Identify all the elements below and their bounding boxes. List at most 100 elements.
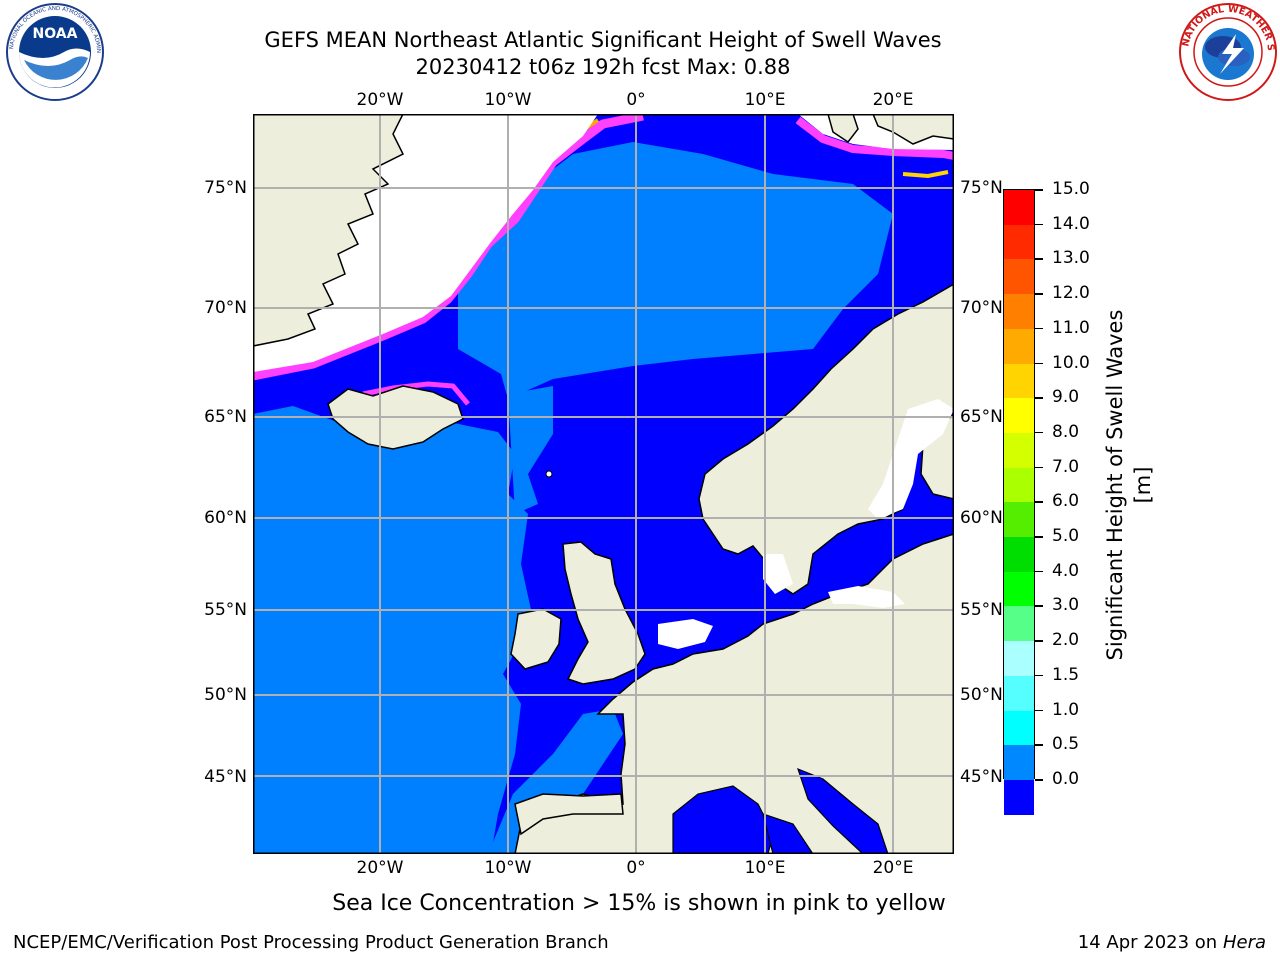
colorbar-tick-label: 8.0 — [1052, 421, 1080, 442]
colorbar-segment — [1004, 467, 1034, 503]
colorbar-tick-label: 14.0 — [1052, 213, 1090, 234]
lon-tick-bottom-20w: 20°W — [356, 858, 404, 878]
colorbar-tick-mark — [1035, 466, 1043, 469]
lon-tick-top-0: 0° — [626, 90, 646, 110]
colorbar-tick-mark — [1035, 327, 1043, 330]
sea-ice-note: Sea Ice Concentration > 15% is shown in … — [332, 891, 946, 916]
sea-ice-svalbard-yellow — [902, 170, 949, 179]
lat-tick-left-75n: 75°N — [204, 178, 247, 198]
colorbar-tick-mark — [1035, 431, 1043, 434]
colorbar-tick-mark — [1035, 605, 1043, 607]
footer-date: 14 Apr 2023 on Hera — [1078, 932, 1266, 954]
colorbar-segment — [1004, 606, 1034, 642]
noaa-logo-text: NOAA — [33, 26, 78, 42]
lat-tick-right-65n: 65°N — [960, 407, 1003, 427]
colorbar-segment — [1004, 537, 1034, 572]
colorbar-tick-label: 1.5 — [1052, 664, 1080, 685]
faroe-islands — [545, 470, 553, 478]
baltic-nodata — [828, 586, 905, 608]
footer-date-text: 14 Apr 2023 on — [1077, 932, 1218, 953]
lat-tick-left-55n: 55°N — [204, 600, 247, 620]
colorbar-tick-label: 10.0 — [1052, 352, 1090, 373]
great-britain-land — [562, 541, 646, 685]
iberia-coast — [514, 793, 624, 836]
lon-tick-top-20e: 20°E — [872, 90, 914, 110]
colorbar-segment — [1004, 294, 1034, 329]
colorbar-tick-label: 0.5 — [1052, 734, 1080, 755]
colorbar-label: Significant Height of Swell Waves [m] — [1103, 309, 1155, 661]
lat-tick-left-65n: 65°N — [204, 407, 247, 427]
north-sea-nodata — [658, 619, 713, 649]
footer-host: Hera — [1222, 932, 1266, 953]
colorbar-tick-label: 6.0 — [1052, 491, 1080, 512]
lat-tick-right-60n: 60°N — [960, 508, 1003, 528]
colorbar-tick-label: 5.0 — [1052, 526, 1080, 547]
colorbar-tick-label: 9.0 — [1052, 387, 1080, 408]
colorbar-segment — [1004, 571, 1034, 607]
lat-tick-left-50n: 50°N — [204, 685, 247, 705]
map-grid — [253, 114, 954, 854]
colorbar-tick-label: 4.0 — [1052, 560, 1080, 581]
lat-tick-right-45n: 45°N — [960, 767, 1003, 787]
colorbar-segment — [1004, 190, 1034, 225]
colorbar-segment — [1004, 502, 1034, 538]
colorbar-tick-label: 13.0 — [1052, 248, 1090, 269]
colorbar-segment — [1004, 641, 1034, 676]
chart-subtitle-run: 20230412 t06z 192h fcst Max: 0.88 — [415, 55, 791, 79]
lat-tick-right-75n: 75°N — [960, 178, 1003, 198]
colorbar-tick-label: 0.0 — [1052, 769, 1080, 789]
lon-tick-top-20w: 20°W — [356, 90, 404, 110]
lon-tick-bottom-10w: 10°W — [484, 858, 532, 878]
colorbar-tick-label: 1.0 — [1052, 699, 1080, 720]
greenland-land — [252, 113, 405, 347]
colorbar-tick-mark — [1035, 709, 1043, 712]
lon-tick-top-10w: 10°W — [484, 90, 532, 110]
footer-branch: NCEP/EMC/Verification Post Processing Pr… — [13, 932, 609, 953]
colorbar-tick-mark — [1035, 779, 1043, 781]
colorbar-tick-mark — [1035, 397, 1043, 399]
colorbar-tick-mark — [1035, 258, 1043, 260]
ocean-mid-swell-west — [253, 406, 533, 854]
noaa-logo: NOAA NATIONAL OCEANIC AND ATMOSPHERIC AD… — [1, 0, 106, 102]
lon-tick-bottom-10e: 10°E — [744, 858, 786, 878]
colorbar-tick-mark — [1035, 189, 1043, 191]
nws-logo: NATIONAL WEATHER SERVICE — [1174, 0, 1278, 102]
lat-tick-left-60n: 60°N — [204, 508, 247, 528]
map-panel — [252, 111, 955, 855]
colorbar-segment — [1004, 432, 1034, 468]
ocean-mid-swell-north — [458, 142, 893, 399]
colorbar-segment — [1004, 259, 1034, 295]
chart-title: GEFS MEAN Northeast Atlantic Significant… — [264, 28, 942, 52]
colorbar-tick-label: 3.0 — [1052, 595, 1080, 616]
sea-ice-iceland — [362, 381, 470, 406]
sea-ice-svalbard — [795, 116, 955, 160]
colorbar-tick-mark — [1035, 536, 1043, 538]
colorbar-tick-label: 12.0 — [1052, 283, 1090, 304]
colorbar-tick-label: 15.0 — [1052, 179, 1090, 199]
colorbar-segment — [1004, 363, 1034, 399]
lon-tick-top-10e: 10°E — [744, 90, 786, 110]
ireland-land — [510, 608, 562, 670]
colorbar-segment — [1004, 710, 1034, 746]
colorbar-tick-label: 7.0 — [1052, 456, 1080, 477]
colorbar-tick-mark — [1035, 362, 1043, 365]
colorbar-segment — [1004, 779, 1034, 815]
lon-tick-bottom-20e: 20°E — [872, 858, 914, 878]
lon-tick-bottom-0: 0° — [626, 858, 646, 878]
swell-map — [252, 111, 955, 855]
colorbar-tick-mark — [1035, 744, 1043, 746]
colorbar-tick-label: 11.0 — [1052, 317, 1090, 338]
colorbar-segment — [1004, 224, 1034, 260]
colorbar — [1003, 189, 1035, 815]
kattegat-nodata — [763, 554, 793, 594]
colorbar-segment — [1004, 328, 1034, 364]
colorbar-tick-label: 2.0 — [1052, 630, 1080, 651]
colorbar-tick-mark — [1035, 223, 1043, 226]
map-border — [253, 114, 954, 854]
lat-tick-right-70n: 70°N — [960, 298, 1003, 318]
colorbar-tick-mark — [1035, 501, 1043, 503]
colorbar-segment — [1004, 675, 1034, 711]
lat-tick-left-70n: 70°N — [204, 298, 247, 318]
colorbar-tick-mark — [1035, 640, 1043, 642]
colorbar-tick-mark — [1035, 674, 1043, 677]
